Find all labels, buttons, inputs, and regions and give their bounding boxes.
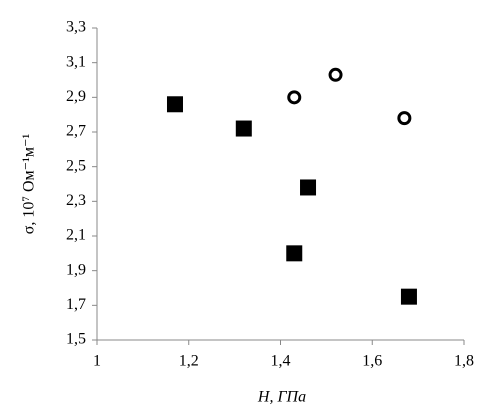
y-tick-label: 1,5: [66, 331, 86, 348]
x-tick-label: 1,6: [362, 353, 382, 370]
square-point: [286, 245, 303, 262]
square-point: [300, 179, 317, 196]
square-point: [400, 288, 417, 305]
circle-point: [328, 67, 343, 82]
y-tick-label: 2,1: [66, 227, 86, 244]
circle-point: [287, 90, 302, 105]
y-tick-label: 2,7: [66, 123, 86, 140]
y-tick-label: 3,1: [66, 53, 86, 70]
square-point: [235, 120, 252, 137]
y-tick-label: 2,5: [66, 157, 86, 174]
y-tick-label: 2,9: [66, 88, 86, 105]
square-point: [166, 96, 183, 113]
circle-point: [397, 111, 412, 126]
x-tick-label: 1,8: [454, 353, 474, 370]
x-tick-label: 1,4: [271, 353, 291, 370]
y-axis-label: σ, 10⁷ Ом⁻¹м⁻¹: [21, 134, 38, 235]
x-axis-label: H, ГПа: [257, 389, 306, 406]
y-tick-label: 1,9: [66, 261, 86, 278]
y-tick-label: 1,7: [66, 296, 86, 313]
x-tick-label: 1: [93, 353, 101, 370]
y-tick-label: 3,3: [66, 19, 86, 36]
x-tick-label: 1,2: [179, 353, 199, 370]
y-tick-label: 2,3: [66, 192, 86, 209]
